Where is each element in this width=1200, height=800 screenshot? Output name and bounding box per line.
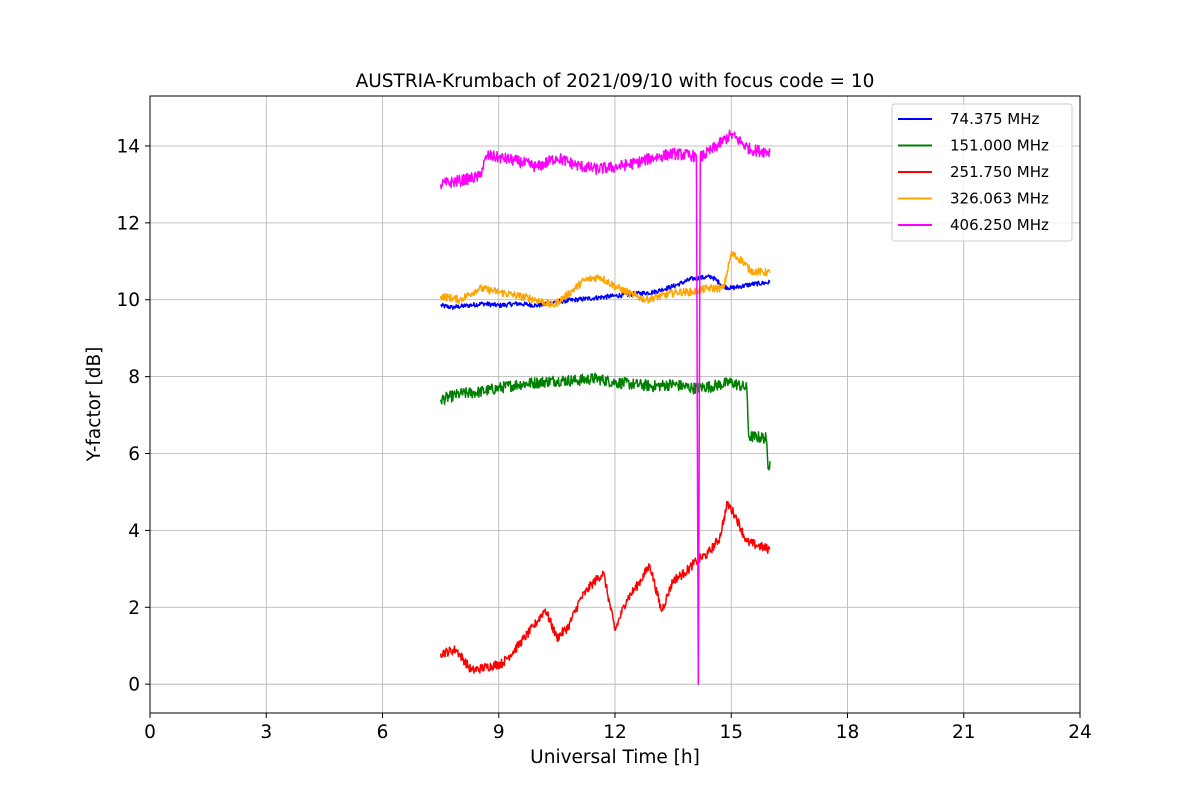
x-axis-label: Universal Time [h] — [530, 747, 700, 768]
chart-title: AUSTRIA-Krumbach of 2021/09/10 with focu… — [356, 71, 875, 92]
legend-label: 151.000 MHz — [950, 137, 1049, 155]
series-line-2 — [439, 500, 771, 674]
y-tick-label: 2 — [128, 598, 140, 619]
y-tick-label: 4 — [128, 521, 140, 542]
x-tick-label: 3 — [260, 722, 272, 743]
y-tick-label: 10 — [116, 290, 140, 311]
y-axis: 0 2 4 6 8 10 12 14 — [116, 136, 150, 696]
y-tick-label: 12 — [116, 213, 140, 234]
y-tick-label: 0 — [128, 675, 140, 696]
x-tick-label: 21 — [952, 722, 976, 743]
legend: 74.375 MHz 151.000 MHz 251.750 MHz 326.063 … — [891, 103, 1073, 242]
x-axis: 0 3 6 9 12 15 18 21 24 — [144, 713, 1092, 743]
y-tick-label: 14 — [116, 136, 140, 157]
series-line-1 — [439, 372, 771, 471]
x-tick-label: 12 — [603, 722, 627, 743]
y-tick-label: 8 — [128, 367, 140, 388]
y-axis-label: Y-factor [dB] — [84, 347, 105, 463]
x-tick-label: 0 — [144, 722, 156, 743]
series-line-0 — [440, 274, 771, 310]
series-line-4 — [439, 129, 771, 685]
x-tick-label: 9 — [493, 722, 505, 743]
x-tick-label: 6 — [377, 722, 389, 743]
legend-frame — [891, 103, 1073, 242]
x-tick-label: 24 — [1068, 722, 1092, 743]
legend-label: 74.375 MHz — [950, 110, 1039, 128]
y-tick-label: 6 — [128, 444, 140, 465]
series-line-3 — [439, 251, 771, 308]
legend-label: 251.750 MHz — [950, 163, 1049, 181]
x-tick-label: 15 — [719, 722, 743, 743]
legend-label: 326.063 MHz — [950, 190, 1049, 208]
plot-area — [439, 129, 771, 685]
legend-label: 406.250 MHz — [950, 216, 1049, 234]
x-tick-label: 18 — [836, 722, 860, 743]
